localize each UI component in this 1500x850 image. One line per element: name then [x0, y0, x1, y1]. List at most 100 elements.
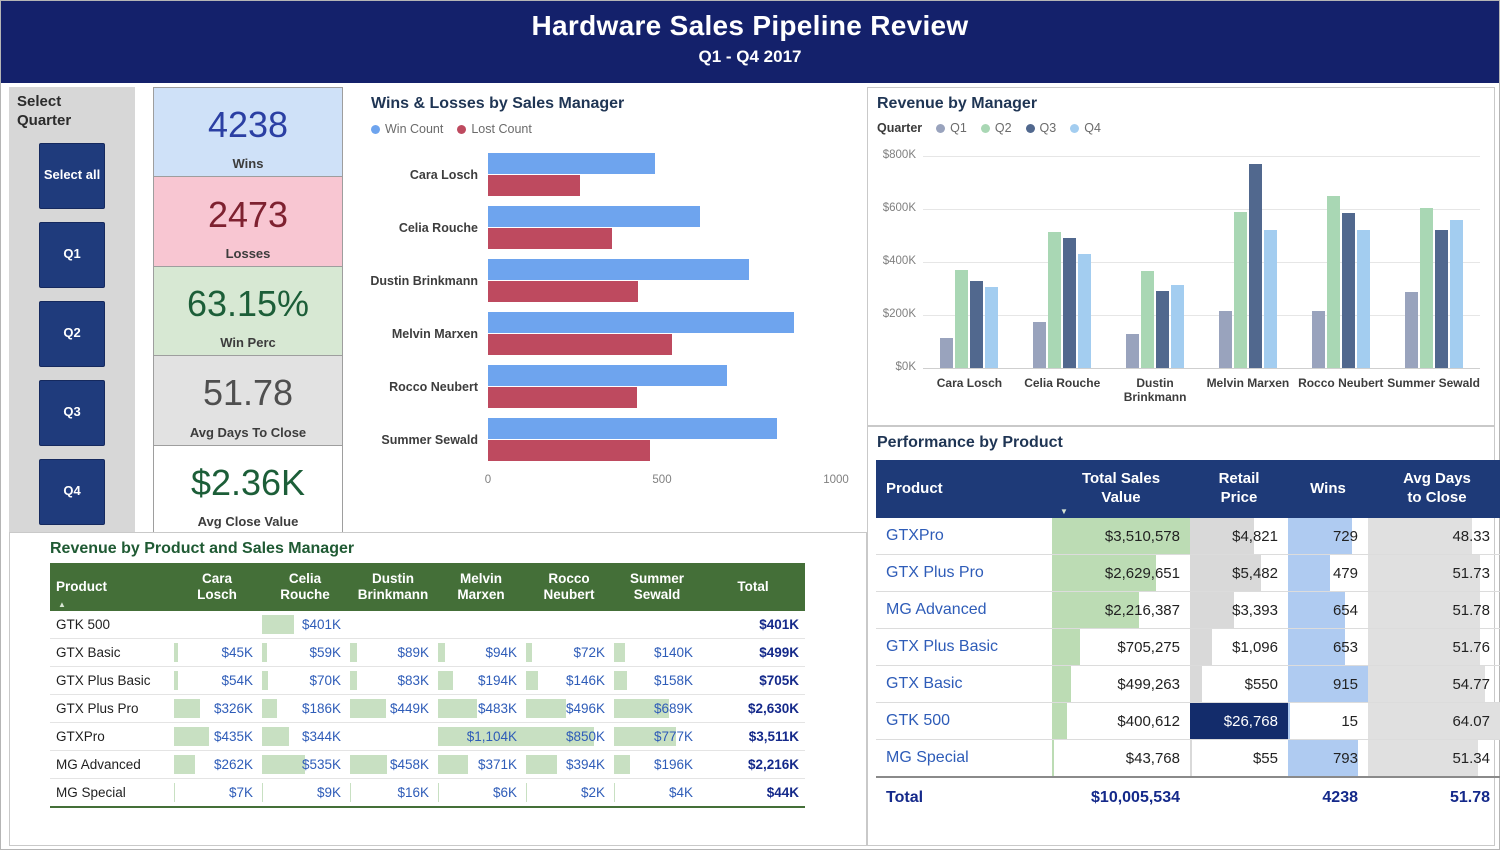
bar-q1-rocco-neubert[interactable] — [1312, 311, 1325, 368]
matrix-col-melvin-marxen[interactable]: Melvin Marxen — [437, 563, 525, 611]
cell-value: $9K — [316, 785, 341, 800]
bar-q4-rocco-neubert[interactable] — [1357, 230, 1370, 368]
matrix-row-gtx-plus-pro[interactable]: GTX Plus Pro $326K $186K $449K $483K $496K $68… — [50, 694, 805, 723]
kpi-value: $2.36K — [190, 461, 306, 503]
matrix-row-gtxpro[interactable]: GTXPro $435K $344K $1,104K $850K $777K $3,511K — [50, 722, 805, 751]
cell-value: $326K — [213, 701, 253, 716]
matrix-value-cell: $70K — [261, 666, 349, 695]
cell-value: 915 — [1332, 675, 1358, 693]
bar-q2-melvin-marxen[interactable] — [1234, 212, 1247, 368]
bar-q1-summer-sewald[interactable] — [1405, 292, 1418, 368]
matrix-col-summer-sewald[interactable]: Summer Sewald — [613, 563, 701, 611]
bar-q4-dustin-brinkmann[interactable] — [1171, 285, 1184, 368]
bar-q3-dustin-brinkmann[interactable] — [1156, 291, 1169, 368]
performance-row-gtx-basic[interactable]: GTX Basic $499,263 $550 915 54.77 — [876, 665, 1500, 703]
bar-win-count-melvin-marxen[interactable] — [488, 312, 794, 333]
quarter-button-q2[interactable]: Q2 — [39, 300, 105, 367]
cell-value: $26,768 — [1223, 712, 1278, 730]
y-tick-label: $400K — [882, 255, 916, 267]
legend-item-lost-count[interactable]: Lost Count — [457, 122, 532, 136]
matrix-col-celia-rouche[interactable]: Celia Rouche — [261, 563, 349, 611]
legend-item-win-count[interactable]: Win Count — [371, 122, 443, 136]
bar-q2-cara-losch[interactable] — [955, 270, 968, 368]
gridline — [923, 209, 1480, 210]
performance-col-retail-price[interactable]: Retail Price — [1190, 460, 1288, 518]
matrix-row-gtx-plus-basic[interactable]: GTX Plus Basic $54K $70K $83K $194K $146K $158… — [50, 666, 805, 695]
winloss-row-rocco-neubert: Rocco Neubert — [353, 360, 867, 413]
bar-q2-dustin-brinkmann[interactable] — [1141, 271, 1154, 368]
performance-row-gtx-plus-basic[interactable]: GTX Plus Basic $705,275 $1,096 653 51.76 — [876, 628, 1500, 666]
cell-value: $45K — [221, 645, 253, 660]
matrix-col-dustin-brinkmann[interactable]: Dustin Brinkmann — [349, 563, 437, 611]
bar-q3-cara-losch[interactable] — [970, 281, 983, 368]
bar-lost-count-rocco-neubert[interactable] — [488, 387, 637, 408]
legend-item-q2[interactable]: Q2 — [980, 121, 1012, 135]
bar-win-count-celia-rouche[interactable] — [488, 206, 700, 227]
bar-lost-count-melvin-marxen[interactable] — [488, 334, 672, 355]
performance-row-mg-advanced[interactable]: MG Advanced $2,216,387 $3,393 654 51.78 — [876, 591, 1500, 629]
matrix-col-rocco-neubert[interactable]: Rocco Neubert — [525, 563, 613, 611]
performance-row-gtx-plus-pro[interactable]: GTX Plus Pro $2,629,651 $5,482 479 51.73 — [876, 554, 1500, 592]
legend-item-q4[interactable]: Q4 — [1070, 121, 1101, 135]
bar-q1-celia-rouche[interactable] — [1033, 322, 1046, 368]
matrix-value-cell: $371K — [437, 750, 525, 779]
performance-col-avg-days-to-close[interactable]: Avg Days to Close — [1368, 460, 1500, 518]
bar-lost-count-summer-sewald[interactable] — [488, 440, 650, 461]
legend-dot-icon — [936, 123, 946, 133]
matrix-value-cell: $146K — [525, 666, 613, 695]
bar-q2-summer-sewald[interactable] — [1420, 208, 1433, 368]
bar-q2-rocco-neubert[interactable] — [1327, 196, 1340, 368]
quarter-button-q1[interactable]: Q1 — [39, 221, 105, 288]
bar-q1-melvin-marxen[interactable] — [1219, 311, 1232, 368]
data-bar — [1288, 703, 1290, 739]
bar-q4-celia-rouche[interactable] — [1078, 254, 1091, 368]
data-bar — [1190, 518, 1254, 554]
data-bar — [1190, 555, 1261, 591]
quarter-button-q3[interactable]: Q3 — [39, 379, 105, 446]
bar-q3-melvin-marxen[interactable] — [1249, 164, 1262, 368]
legend-item-q1[interactable]: Q1 — [936, 121, 967, 135]
bar-q1-dustin-brinkmann[interactable] — [1126, 334, 1139, 368]
y-tick-label: $0K — [895, 361, 916, 373]
performance-row-gtk-500[interactable]: GTK 500 $400,612 $26,768 15 64.07 — [876, 702, 1500, 740]
bar-lost-count-dustin-brinkmann[interactable] — [488, 281, 638, 302]
matrix-col-cara-losch[interactable]: Cara Losch — [173, 563, 261, 611]
bar-win-count-summer-sewald[interactable] — [488, 418, 777, 439]
bar-q4-summer-sewald[interactable] — [1450, 220, 1463, 368]
performance-col-product[interactable]: Product — [876, 460, 1052, 518]
performance-row-mg-special[interactable]: MG Special $43,768 $55 793 51.34 — [876, 739, 1500, 778]
bar-q3-rocco-neubert[interactable] — [1342, 213, 1355, 368]
performance-row-gtxpro[interactable]: GTXPro $3,510,578 $4,821 729 48.33 — [876, 518, 1500, 555]
matrix-row-gtx-basic[interactable]: GTX Basic $45K $59K $89K $94K $72K $140K $499K — [50, 638, 805, 667]
bar-q2-celia-rouche[interactable] — [1048, 232, 1061, 368]
bar-win-count-rocco-neubert[interactable] — [488, 365, 727, 386]
data-bar — [262, 671, 268, 690]
bar-q3-celia-rouche[interactable] — [1063, 238, 1076, 368]
performance-header-row: Product Total Sales Value ▼ Retail Price Win… — [876, 460, 1500, 518]
bar-lost-count-cara-losch[interactable] — [488, 175, 580, 196]
matrix-col-total[interactable]: Total — [701, 563, 805, 611]
bar-q1-cara-losch[interactable] — [940, 338, 953, 368]
matrix-row-gtk-500[interactable]: GTK 500 $401K $401K — [50, 611, 805, 639]
matrix-value-cell: $16K — [349, 778, 437, 808]
quarter-button-select-all[interactable]: Select all — [39, 142, 105, 209]
matrix-row-mg-special[interactable]: MG Special $7K $9K $16K $6K $2K $4K $44K — [50, 778, 805, 808]
kpi-label: Losses — [225, 245, 271, 261]
bar-q3-summer-sewald[interactable] — [1435, 230, 1448, 368]
bar-win-count-dustin-brinkmann[interactable] — [488, 259, 749, 280]
bar-lost-count-celia-rouche[interactable] — [488, 228, 612, 249]
matrix-col-product[interactable]: Product ▲ — [50, 563, 173, 611]
performance-value-cell: 51.78 — [1368, 591, 1500, 629]
performance-col-wins[interactable]: Wins — [1288, 460, 1368, 518]
bar-q4-melvin-marxen[interactable] — [1264, 230, 1277, 368]
legend-label: Q3 — [1039, 121, 1057, 135]
kpi-label: Avg Close Value — [197, 514, 299, 530]
bar-q4-cara-losch[interactable] — [985, 287, 998, 368]
legend-item-q3[interactable]: Q3 — [1025, 121, 1057, 135]
quarter-button-q4[interactable]: Q4 — [39, 458, 105, 525]
sort-descending-icon: ▼ — [1060, 507, 1068, 516]
matrix-row-mg-advanced[interactable]: MG Advanced $262K $535K $458K $371K $394K $196… — [50, 750, 805, 779]
winloss-plot: Cara Losch Celia Rouche Dustin Brinkmann Me… — [353, 148, 867, 466]
bar-win-count-cara-losch[interactable] — [488, 153, 655, 174]
performance-col-total-sales-value[interactable]: Total Sales Value ▼ — [1052, 460, 1190, 518]
